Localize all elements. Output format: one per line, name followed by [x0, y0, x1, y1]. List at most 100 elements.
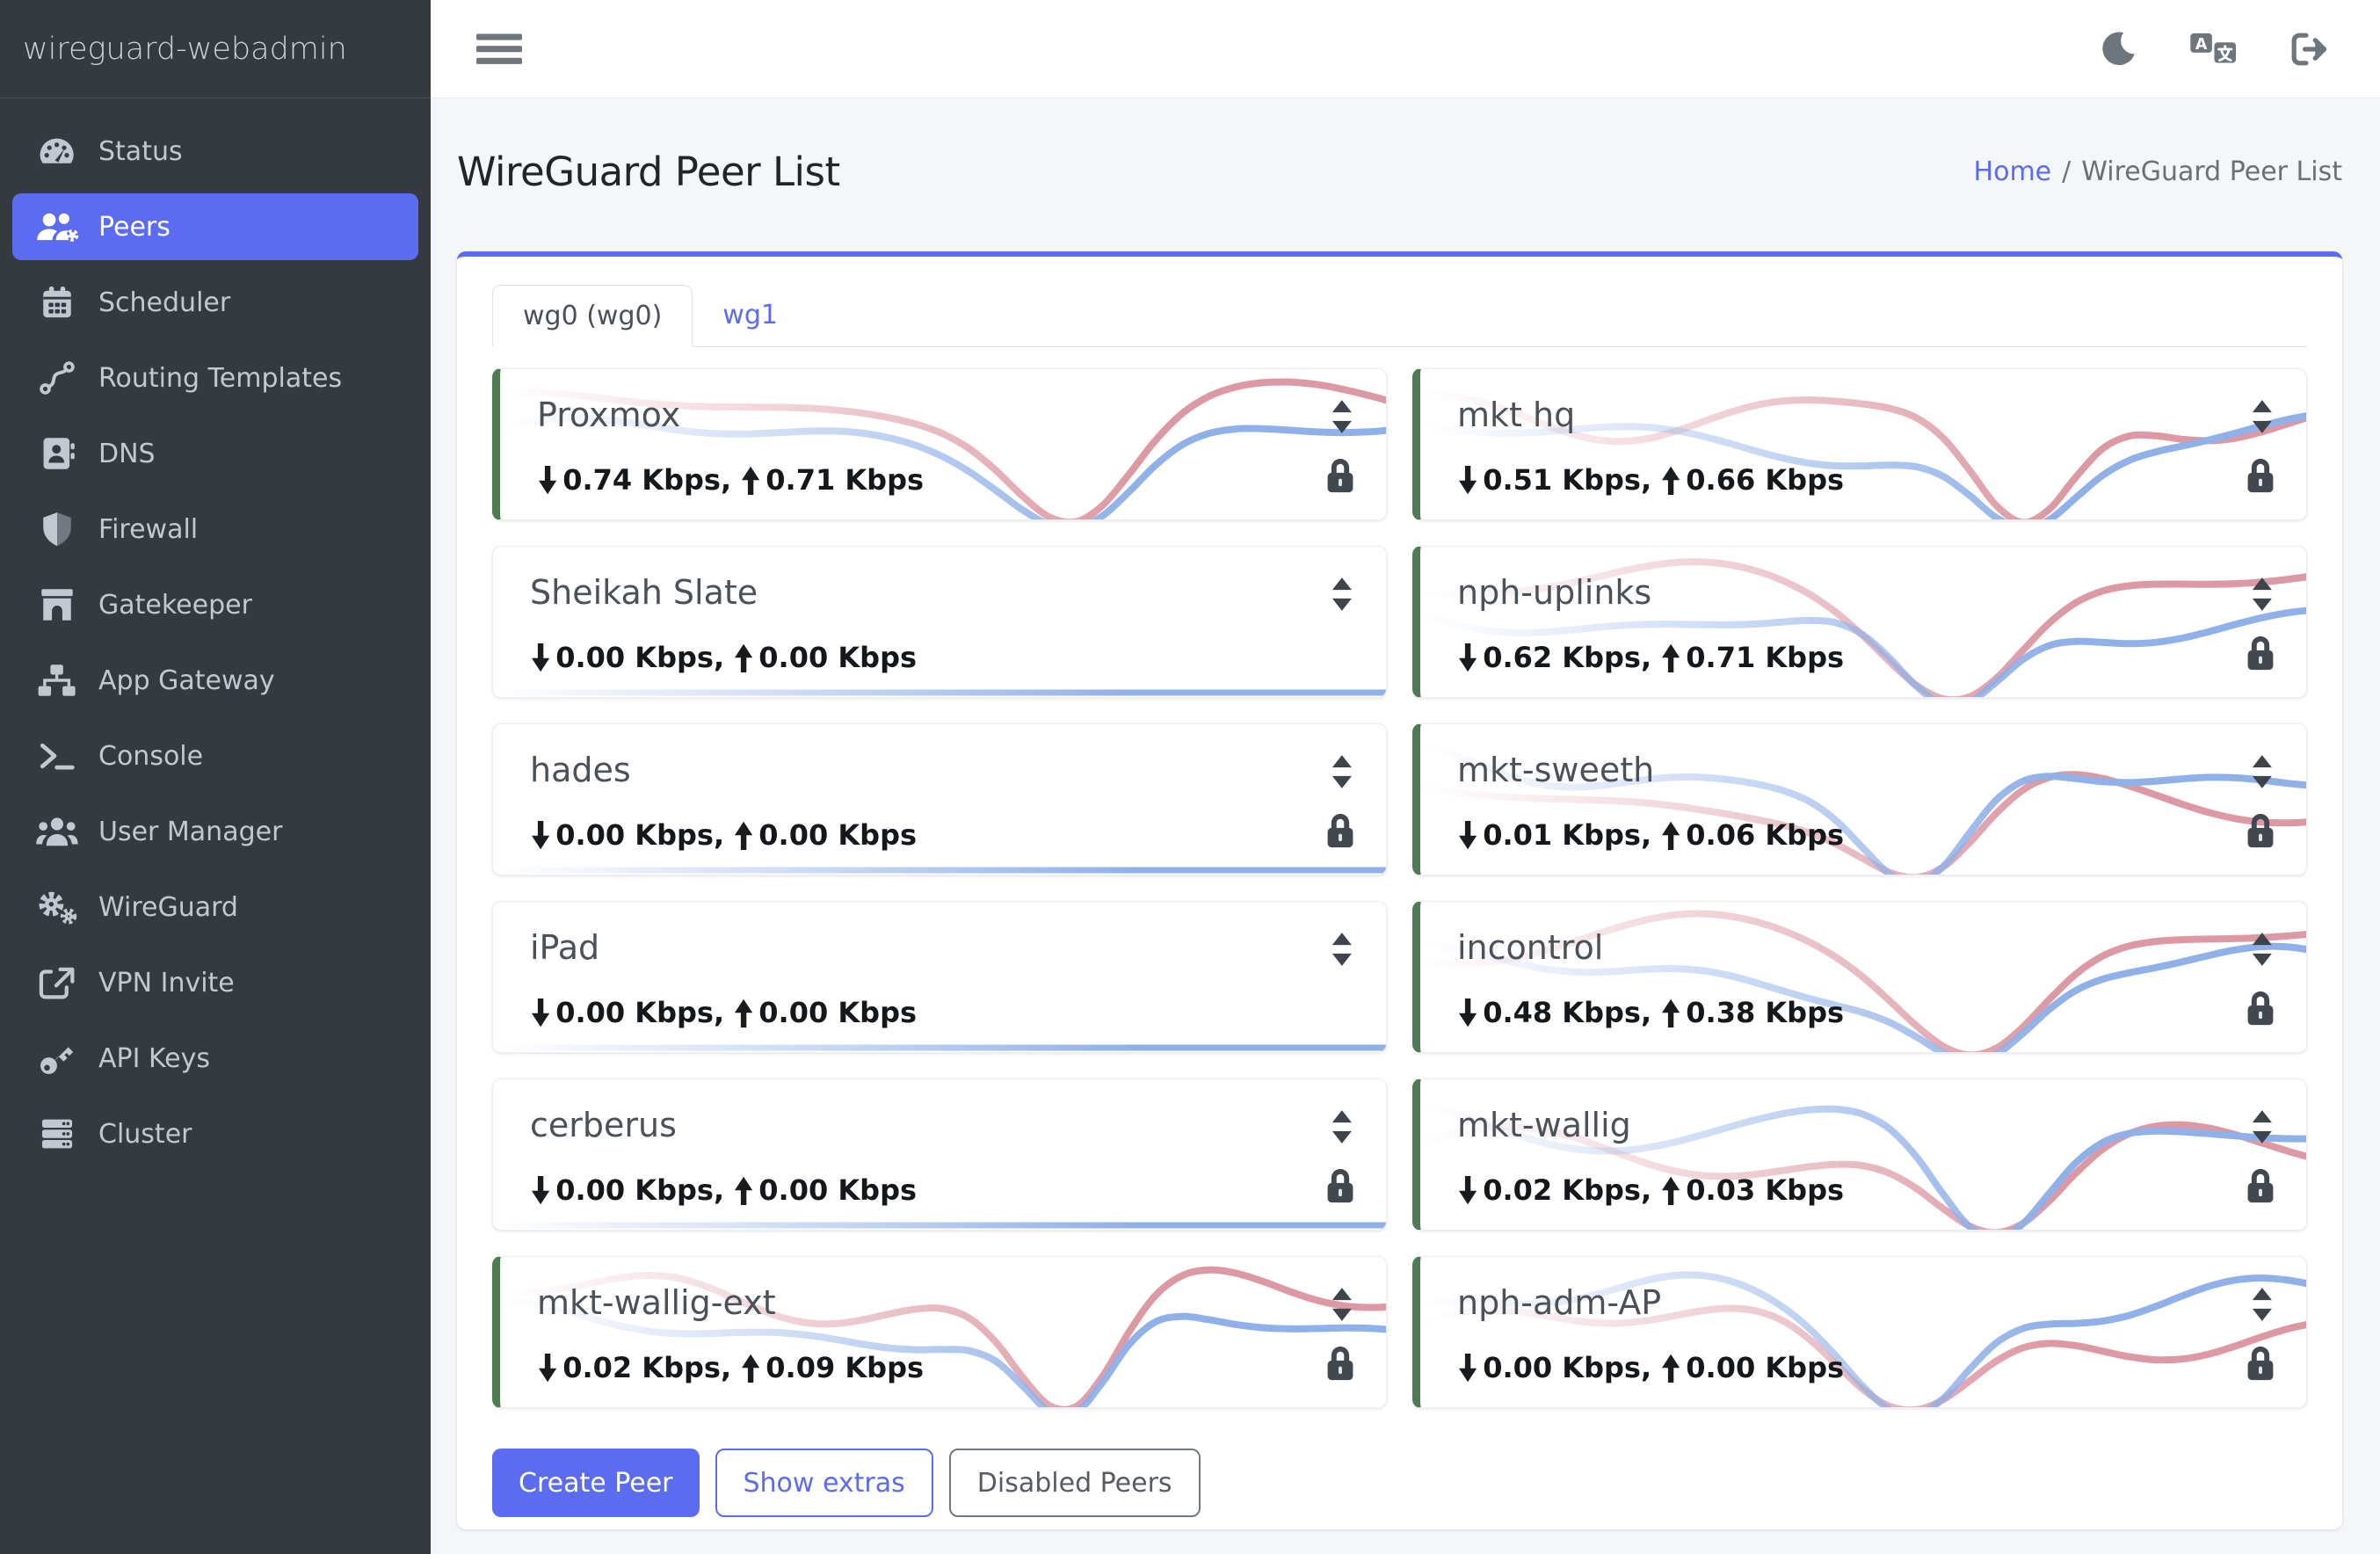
sidebar-item-routing-templates[interactable]: Routing Templates: [12, 345, 418, 411]
upload-value: 0.38 Kbps: [1686, 996, 1845, 1029]
create-peer-button[interactable]: Create Peer: [492, 1449, 700, 1517]
peer-card-ipad[interactable]: iPad 0.00 Kbps, 0.00 Kbps: [492, 901, 1387, 1053]
breadcrumb-current: WireGuard Peer List: [2081, 156, 2342, 187]
sidebar-item-label: Peers: [98, 211, 171, 243]
sort-handle-icon[interactable]: [1328, 752, 1356, 791]
download-value: 0.01 Kbps: [1483, 818, 1641, 852]
sort-handle-icon[interactable]: [1328, 1285, 1356, 1324]
sidebar-item-label: Scheduler: [98, 287, 231, 318]
lock-icon[interactable]: [1323, 1166, 1358, 1205]
tab-wg0-wg0[interactable]: wg0 (wg0): [492, 285, 693, 347]
stats-separator: ,: [1640, 1351, 1652, 1384]
lock-icon[interactable]: [1323, 1344, 1358, 1383]
sidebar-item-user-manager[interactable]: User Manager: [12, 798, 418, 865]
sidebar-item-status[interactable]: Status: [12, 118, 418, 185]
breadcrumb-home-link[interactable]: Home: [1973, 156, 2052, 187]
sidebar-item-label: Cluster: [98, 1118, 192, 1150]
sidebar-item-label: App Gateway: [98, 664, 275, 696]
sort-handle-icon[interactable]: [2248, 930, 2276, 969]
sidebar-item-cluster[interactable]: Cluster: [12, 1100, 418, 1167]
peer-traffic-stats: 0.62 Kbps, 0.71 Kbps: [1457, 641, 1844, 674]
logout-button[interactable]: [2289, 30, 2334, 69]
sidebar-item-console[interactable]: Console: [12, 723, 418, 789]
peer-traffic-stats: 0.01 Kbps, 0.06 Kbps: [1457, 818, 1844, 852]
lock-icon[interactable]: [2243, 1166, 2278, 1205]
download-value: 0.48 Kbps: [1483, 996, 1641, 1029]
sort-handle-icon[interactable]: [2248, 752, 2276, 791]
peer-name: nph-uplinks: [1457, 573, 1652, 612]
peer-card-mkt-wallig[interactable]: mkt-wallig 0.02 Kbps, 0.03 Kbps: [1412, 1078, 2307, 1231]
server-stack-icon: [30, 1115, 84, 1152]
peer-card-nph-uplinks[interactable]: nph-uplinks 0.62 Kbps, 0.71 Kbps: [1412, 546, 2307, 698]
sort-handle-icon[interactable]: [2248, 397, 2276, 436]
lock-icon[interactable]: [1323, 456, 1358, 495]
upload-arrow-icon: [733, 821, 754, 850]
peer-name: mkt-wallig-ext: [537, 1283, 776, 1322]
download-value: 0.00 Kbps: [555, 1173, 714, 1207]
traffic-sparkline: [500, 1266, 1386, 1407]
sort-handle-icon[interactable]: [1328, 1107, 1356, 1146]
lock-icon[interactable]: [2243, 989, 2278, 1028]
lock-icon[interactable]: [2243, 456, 2278, 495]
download-arrow-icon: [537, 465, 558, 495]
peer-card-mkt-sweeth[interactable]: mkt-sweeth 0.01 Kbps, 0.06 Kbps: [1412, 723, 2307, 875]
sort-handle-icon[interactable]: [1328, 575, 1356, 614]
app-brand: wireguard-webadmin: [0, 0, 431, 98]
sidebar-item-api-keys[interactable]: API Keys: [12, 1025, 418, 1092]
peer-card-cerberus[interactable]: cerberus 0.00 Kbps, 0.00 Kbps: [492, 1078, 1387, 1231]
upload-value: 0.00 Kbps: [1686, 1351, 1845, 1384]
sort-handle-icon[interactable]: [2248, 575, 2276, 614]
sidebar-item-wireguard[interactable]: WireGuard: [12, 874, 418, 940]
sidebar: wireguard-webadmin Status Peers Scheduler R…: [0, 0, 431, 1554]
peer-card-mkt-hq[interactable]: mkt hq 0.51 Kbps, 0.66 Kbps: [1412, 368, 2307, 520]
dark-mode-toggle-button[interactable]: [2100, 30, 2138, 69]
stats-separator: ,: [1640, 463, 1652, 497]
route-icon: [30, 359, 84, 396]
sidebar-item-peers[interactable]: Peers: [12, 193, 418, 260]
sidebar-item-vpn-invite[interactable]: VPN Invite: [12, 949, 418, 1016]
tab-wg1[interactable]: wg1: [722, 299, 778, 330]
sidebar-item-gatekeeper[interactable]: Gatekeeper: [12, 571, 418, 638]
peer-card-incontrol[interactable]: incontrol 0.48 Kbps, 0.38 Kbps: [1412, 901, 2307, 1053]
show-extras-button[interactable]: Show extras: [715, 1449, 933, 1517]
disabled-peers-button[interactable]: Disabled Peers: [948, 1449, 1201, 1517]
lock-icon[interactable]: [2243, 1344, 2278, 1383]
upload-arrow-icon: [1660, 466, 1681, 495]
language-menu-button[interactable]: A: [2189, 30, 2237, 69]
peer-card-sheikah-slate[interactable]: Sheikah Slate 0.00 Kbps, 0.00 Kbps: [492, 546, 1387, 698]
upload-value: 0.09 Kbps: [766, 1351, 925, 1384]
peer-card-proxmox[interactable]: Proxmox 0.74 Kbps, 0.71 Kbps: [492, 368, 1387, 520]
download-value: 0.00 Kbps: [555, 996, 714, 1029]
traffic-sparkline: [1420, 1271, 2306, 1407]
traffic-sparkline: [493, 867, 1386, 874]
sidebar-item-label: User Manager: [98, 816, 283, 847]
sort-handle-icon[interactable]: [1328, 930, 1356, 969]
sidebar-item-dns[interactable]: DNS: [12, 420, 418, 487]
upload-arrow-icon: [740, 1354, 761, 1383]
peer-card-hades[interactable]: hades 0.00 Kbps, 0.00 Kbps: [492, 723, 1387, 875]
sidebar-item-firewall[interactable]: Firewall: [12, 496, 418, 563]
peer-card-mkt-wallig-ext[interactable]: mkt-wallig-ext 0.02 Kbps, 0.09 Kbps: [492, 1256, 1387, 1408]
shield-icon: [30, 511, 84, 548]
sort-handle-icon[interactable]: [1328, 397, 1356, 436]
sidebar-item-scheduler[interactable]: Scheduler: [12, 269, 418, 336]
lock-icon[interactable]: [2243, 811, 2278, 850]
upload-value: 0.00 Kbps: [758, 1173, 918, 1207]
sidebar-toggle-button[interactable]: [476, 31, 522, 68]
upload-value: 0.66 Kbps: [1686, 463, 1845, 497]
download-arrow-icon: [1457, 1175, 1478, 1205]
peer-traffic-stats: 0.02 Kbps, 0.09 Kbps: [537, 1351, 924, 1384]
sort-handle-icon[interactable]: [2248, 1107, 2276, 1146]
peer-name: incontrol: [1457, 928, 1604, 967]
sidebar-item-app-gateway[interactable]: App Gateway: [12, 647, 418, 714]
traffic-sparkline: [493, 1044, 1386, 1051]
download-value: 0.74 Kbps: [562, 463, 721, 497]
lock-icon[interactable]: [1323, 811, 1358, 850]
download-arrow-icon: [530, 998, 551, 1028]
lock-icon[interactable]: [2243, 634, 2278, 672]
sort-handle-icon[interactable]: [2248, 1285, 2276, 1324]
peer-card-nph-adm-ap[interactable]: nph-adm-AP 0.00 Kbps, 0.00 Kbps: [1412, 1256, 2307, 1408]
traffic-sparkline: [1420, 741, 2306, 875]
breadcrumb: Home / WireGuard Peer List: [1974, 156, 2342, 187]
topbar: A: [431, 0, 2380, 98]
